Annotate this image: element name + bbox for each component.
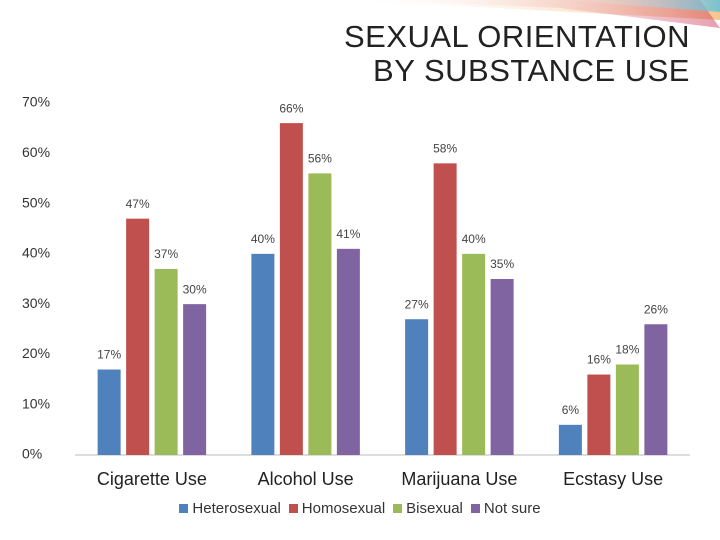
value-label: 40%: [462, 232, 486, 246]
y-tick-label: 60%: [22, 144, 50, 160]
legend-swatch: [288, 504, 298, 513]
value-label: 37%: [154, 247, 178, 261]
value-label: 16%: [587, 353, 611, 367]
value-label: 47%: [126, 197, 150, 211]
bar: [490, 279, 514, 455]
value-label: 17%: [97, 348, 121, 362]
bar: [587, 374, 611, 455]
legend-label: Not sure: [483, 500, 541, 517]
value-label: 56%: [308, 152, 332, 166]
x-tick-label: Marijuana Use: [401, 469, 517, 489]
bar: [644, 324, 668, 455]
value-label: 26%: [644, 302, 668, 316]
bar: [183, 304, 207, 455]
legend-label: Heterosexual: [192, 500, 281, 517]
bar: [126, 218, 150, 455]
bar: [433, 163, 457, 456]
value-label: 40%: [251, 232, 275, 246]
x-tick-label: Ecstasy Use: [563, 469, 663, 489]
legend-swatch: [393, 504, 403, 513]
x-tick-label: Alcohol Use: [258, 469, 354, 489]
value-label: 41%: [336, 227, 360, 241]
legend-label: Bisexual: [406, 500, 463, 517]
bar: [97, 369, 121, 455]
bar: [336, 248, 360, 455]
bar: [462, 253, 486, 455]
y-tick-label: 70%: [22, 94, 50, 110]
legend-swatch: [179, 504, 189, 513]
bar: [405, 319, 429, 455]
legend: Heterosexual Homosexual Bisexual Not sure: [0, 500, 720, 517]
bar: [251, 253, 275, 455]
chart-title: SEXUAL ORIENTATION BY SUBSTANCE USE: [343, 19, 690, 88]
legend-item: Bisexual: [393, 500, 463, 517]
y-tick-label: 40%: [22, 245, 50, 261]
value-label: 27%: [405, 297, 429, 311]
y-tick-label: 50%: [22, 194, 50, 210]
bar: [279, 123, 303, 455]
value-label: 30%: [183, 282, 207, 296]
value-label: 35%: [490, 257, 514, 271]
y-tick-label: 20%: [22, 345, 50, 361]
bar: [154, 268, 178, 455]
bar: [615, 364, 639, 455]
legend-item: Not sure: [470, 500, 541, 517]
y-tick-label: 30%: [22, 295, 50, 311]
value-label: 58%: [433, 142, 457, 156]
decoration: [330, 0, 720, 28]
value-label: 66%: [279, 101, 303, 115]
bar: [558, 424, 582, 455]
x-tick-label: Cigarette Use: [97, 469, 207, 489]
value-label: 18%: [615, 343, 639, 357]
bar: [308, 173, 332, 455]
y-tick-label: 10%: [22, 395, 50, 411]
legend-swatch: [470, 504, 480, 513]
legend-label: Homosexual: [301, 500, 386, 517]
legend-item: Heterosexual: [179, 500, 281, 517]
legend-item: Homosexual: [288, 500, 386, 517]
y-tick-label: 0%: [22, 446, 42, 462]
value-label: 6%: [562, 403, 580, 417]
